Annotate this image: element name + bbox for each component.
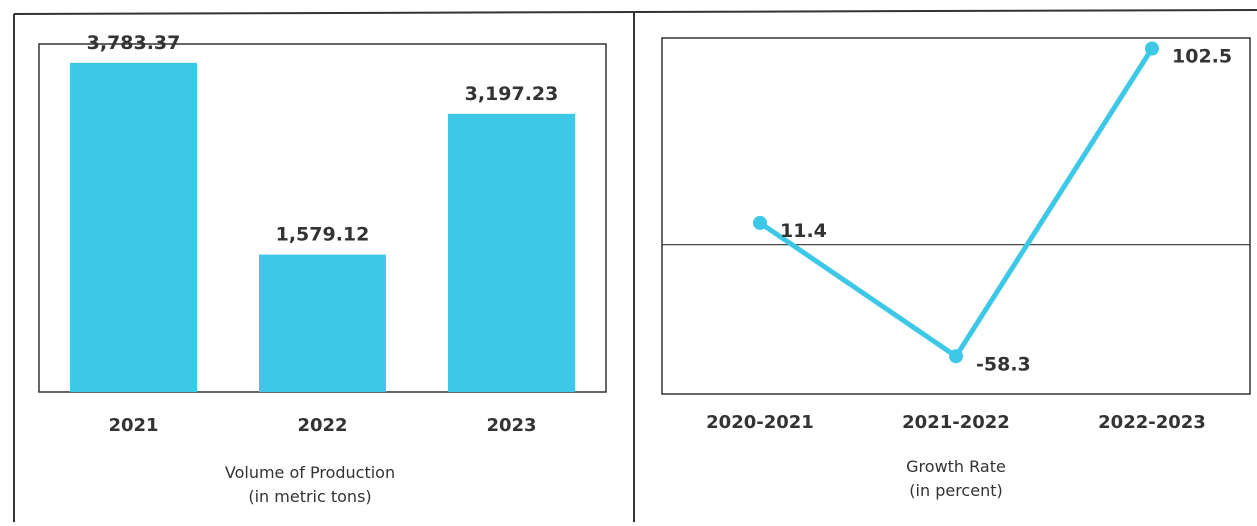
line-category-label: 2022-2023 [1098, 412, 1206, 433]
line-data-label: 102.5 [1172, 46, 1232, 68]
top-border [13, 9, 1257, 15]
bar-data-label: 3,197.23 [465, 83, 559, 105]
bar-category-label: 2021 [108, 415, 158, 436]
line-point-2020-2021 [753, 215, 767, 230]
bar-caption: (in metric tons) [248, 487, 371, 506]
line-category-label: 2020-2021 [706, 412, 814, 433]
line-point-2022-2023 [1145, 41, 1159, 56]
line-category-label: 2021-2022 [902, 412, 1010, 433]
line-plot-frame [661, 37, 1251, 395]
line-caption: Growth Rate [906, 457, 1006, 476]
bar-2022 [259, 254, 386, 392]
line-data-label: 11.4 [780, 220, 827, 242]
bar-data-label: 3,783.37 [87, 32, 181, 54]
growth-line [758, 47, 1155, 359]
bar-layer: 3,783.37 2021 1,579.12 2022 3,197.23 2023 Volu… [70, 32, 575, 506]
bar-2021 [70, 62, 197, 393]
bar-2023 [448, 113, 575, 392]
bar-caption: Volume of Production [225, 463, 395, 482]
line-point-2021-2022 [949, 349, 963, 364]
line-data-label: -58.3 [976, 353, 1031, 375]
bar-category-label: 2022 [297, 415, 347, 436]
line-caption: (in percent) [909, 481, 1002, 500]
bar-data-label: 1,579.12 [276, 224, 370, 246]
bar-category-label: 2023 [486, 415, 536, 436]
line-layer: 11.4 2020-2021 -58.3 2021-2022 102.5 2022-202… [706, 41, 1232, 500]
